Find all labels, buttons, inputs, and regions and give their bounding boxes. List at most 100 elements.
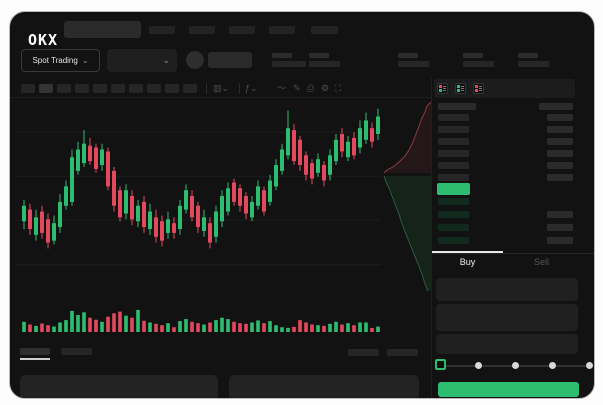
candle-body bbox=[124, 190, 128, 214]
interval-button-8[interactable] bbox=[165, 84, 179, 93]
volume-bar bbox=[280, 327, 284, 332]
ask-row-price[interactable] bbox=[438, 162, 469, 169]
market-type-dropdown[interactable]: Spot Trading ⌄ bbox=[21, 49, 100, 72]
interval-button-0[interactable] bbox=[21, 84, 35, 93]
bottom-button-1[interactable] bbox=[387, 349, 418, 356]
interval-button-9[interactable] bbox=[183, 84, 197, 93]
pair-selector-dropdown[interactable]: ⌄ bbox=[107, 49, 177, 72]
volume-bar bbox=[238, 323, 242, 332]
ask-row-price[interactable] bbox=[438, 174, 469, 181]
interval-button-6[interactable] bbox=[129, 84, 143, 93]
candle-body bbox=[346, 141, 350, 158]
stat-value-placeholder bbox=[518, 61, 549, 67]
interval-button-2[interactable] bbox=[57, 84, 71, 93]
interval-button-4[interactable] bbox=[93, 84, 107, 93]
interval-button-1[interactable] bbox=[39, 84, 53, 93]
bid-row-price[interactable] bbox=[438, 237, 469, 244]
nav-item-4[interactable] bbox=[311, 26, 338, 34]
nav-item-0[interactable] bbox=[149, 26, 175, 34]
last-price-badge[interactable] bbox=[437, 183, 470, 195]
slider-dot-3[interactable] bbox=[549, 362, 556, 369]
volume-bar bbox=[40, 323, 44, 332]
volume-bar bbox=[220, 317, 224, 332]
stat-group-1 bbox=[309, 53, 343, 67]
bottom-tab-1[interactable] bbox=[61, 348, 92, 355]
slider-dot-1[interactable] bbox=[475, 362, 482, 369]
active-tab-underline bbox=[20, 358, 50, 360]
volume-bar bbox=[46, 325, 50, 332]
trade-input-2[interactable] bbox=[436, 334, 578, 354]
tab-sell[interactable]: Sell bbox=[533, 257, 549, 267]
trade-input-0[interactable] bbox=[436, 278, 578, 301]
volume-bar bbox=[286, 327, 290, 332]
volume-chart[interactable] bbox=[16, 296, 381, 334]
bottom-tab-0[interactable] bbox=[20, 348, 50, 355]
nav-item-2[interactable] bbox=[229, 26, 255, 34]
candle-body bbox=[364, 120, 368, 140]
candle-body bbox=[184, 190, 188, 210]
bid-row-price[interactable] bbox=[438, 198, 469, 205]
volume-bar bbox=[136, 309, 140, 332]
draw-icon[interactable]: ✎ bbox=[293, 83, 301, 93]
tab-buy[interactable]: Buy bbox=[459, 257, 476, 267]
candle-body bbox=[262, 190, 266, 212]
depth-area bbox=[384, 102, 431, 173]
nav-item-1[interactable] bbox=[189, 26, 215, 34]
book-icon-bottom-swatch bbox=[439, 89, 442, 92]
volume-bar bbox=[316, 325, 320, 332]
candle-body bbox=[100, 149, 104, 166]
trade-input-1[interactable] bbox=[436, 304, 578, 331]
bid-row-price[interactable] bbox=[438, 224, 469, 231]
volume-bar bbox=[268, 321, 272, 332]
book-icon-line bbox=[443, 90, 446, 91]
divider bbox=[432, 253, 594, 254]
line-tools-icon[interactable]: 〜 bbox=[277, 83, 287, 93]
nav-item-3[interactable] bbox=[269, 26, 295, 34]
volume-bar bbox=[322, 325, 326, 332]
book-icon-bottom-swatch bbox=[475, 89, 478, 92]
book-asks-icon[interactable] bbox=[473, 83, 484, 94]
book-all-icon[interactable] bbox=[437, 83, 448, 94]
bid-row-amount bbox=[547, 224, 573, 231]
volume-bar bbox=[364, 322, 368, 332]
search-input[interactable] bbox=[64, 21, 141, 38]
ask-row-price[interactable] bbox=[438, 150, 469, 157]
slider-dot-2[interactable] bbox=[512, 362, 519, 369]
okx-logo[interactable]: OKX bbox=[28, 31, 59, 49]
candlestick-chart[interactable] bbox=[16, 96, 381, 293]
slider-handle[interactable] bbox=[435, 359, 446, 370]
ask-row-price[interactable] bbox=[438, 114, 469, 121]
ask-row-price[interactable] bbox=[438, 126, 469, 133]
market-type-label: Spot Trading bbox=[32, 56, 78, 65]
buy-submit-button[interactable] bbox=[438, 382, 579, 397]
candle-body bbox=[304, 155, 308, 175]
candle-body bbox=[334, 139, 338, 162]
book-icon-line bbox=[461, 88, 464, 89]
depth-chart[interactable] bbox=[381, 96, 431, 293]
book-bids-icon[interactable] bbox=[455, 83, 466, 94]
orderbook-col-header-price bbox=[438, 103, 476, 110]
candle-body bbox=[154, 217, 158, 237]
volume-bar bbox=[166, 323, 170, 332]
interval-button-3[interactable] bbox=[75, 84, 89, 93]
volume-bar bbox=[340, 324, 344, 332]
bottom-button-0[interactable] bbox=[348, 349, 379, 356]
indicators-icon[interactable]: ƒ⌄ bbox=[245, 83, 258, 93]
bid-row-price[interactable] bbox=[438, 211, 469, 218]
volume-bar bbox=[256, 320, 260, 332]
ask-row-price[interactable] bbox=[438, 138, 469, 145]
candle-body bbox=[310, 163, 314, 179]
settings-icon[interactable]: ⚙ bbox=[321, 83, 330, 93]
candle-body bbox=[160, 221, 164, 241]
chart-style-icon[interactable]: ▥⌄ bbox=[213, 83, 230, 93]
interval-button-5[interactable] bbox=[111, 84, 125, 93]
bid-row-amount bbox=[547, 237, 573, 244]
candle-body bbox=[94, 147, 98, 169]
fullscreen-icon[interactable]: ⛶ bbox=[335, 83, 342, 93]
volume-bar bbox=[250, 322, 254, 332]
interval-button-7[interactable] bbox=[147, 84, 161, 93]
camera-icon[interactable]: ⎙ bbox=[307, 83, 315, 93]
volume-bar bbox=[208, 322, 212, 332]
chevron-down-icon: ⌄ bbox=[162, 55, 170, 65]
slider-dot-4[interactable] bbox=[586, 362, 593, 369]
